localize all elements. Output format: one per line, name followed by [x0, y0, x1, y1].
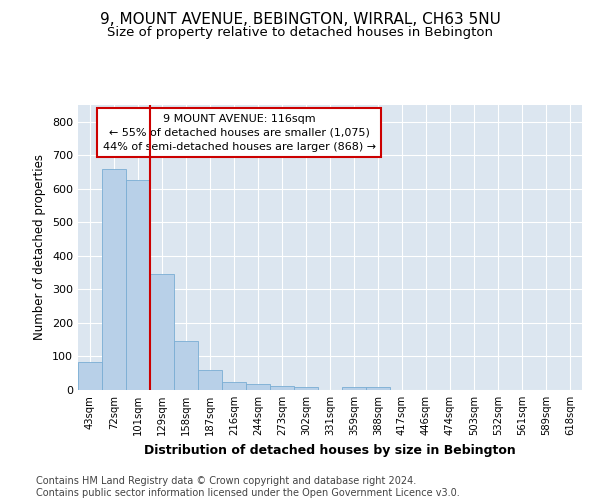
Text: 9, MOUNT AVENUE, BEBINGTON, WIRRAL, CH63 5NU: 9, MOUNT AVENUE, BEBINGTON, WIRRAL, CH63…: [100, 12, 500, 28]
Bar: [150, 274, 174, 390]
Y-axis label: Number of detached properties: Number of detached properties: [34, 154, 46, 340]
Text: Contains HM Land Registry data © Crown copyright and database right 2024.
Contai: Contains HM Land Registry data © Crown c…: [36, 476, 460, 498]
Bar: [342, 388, 366, 390]
Bar: [294, 388, 318, 390]
Bar: [78, 362, 102, 390]
Bar: [126, 180, 150, 390]
Bar: [270, 386, 294, 390]
Bar: [174, 342, 198, 390]
Bar: [246, 384, 270, 390]
Bar: [102, 170, 126, 390]
Text: Size of property relative to detached houses in Bebington: Size of property relative to detached ho…: [107, 26, 493, 39]
Bar: [198, 370, 222, 390]
Bar: [222, 382, 246, 390]
X-axis label: Distribution of detached houses by size in Bebington: Distribution of detached houses by size …: [144, 444, 516, 456]
Bar: [366, 388, 390, 390]
Text: 9 MOUNT AVENUE: 116sqm
← 55% of detached houses are smaller (1,075)
44% of semi-: 9 MOUNT AVENUE: 116sqm ← 55% of detached…: [103, 114, 376, 152]
